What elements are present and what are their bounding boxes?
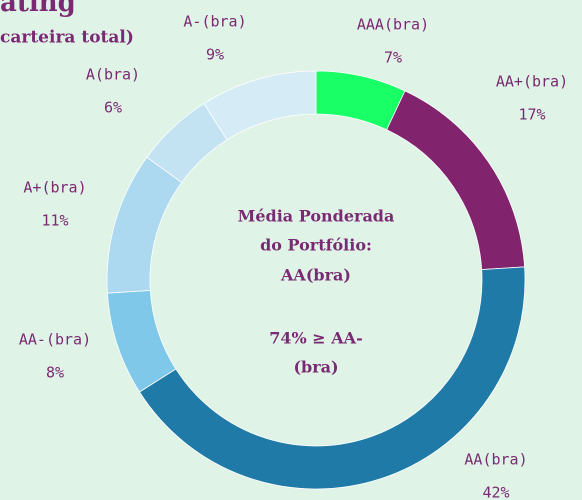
slice-label: AA+(bra) (496, 73, 568, 91)
slice-value: 9% (206, 46, 224, 64)
chart-title: ating (0, 0, 76, 18)
slice-value: 7% (384, 49, 402, 67)
slice-label: AAA(bra) (357, 16, 429, 34)
slice-value: 17% (518, 106, 545, 124)
center-text: (bra) (293, 358, 338, 377)
center-text: AA(bra) (280, 266, 351, 285)
slice-value: 11% (41, 212, 68, 230)
slice-value: 8% (46, 364, 64, 382)
donut-slice (138, 266, 526, 490)
center-text: Média Ponderada (238, 207, 395, 226)
slice-value: 42% (482, 484, 509, 500)
chart-subtitle: carteira total) (0, 28, 134, 48)
slice-value: 6% (104, 99, 122, 117)
slice-label: AA(bra) (464, 451, 527, 469)
slice-label: A-(bra) (183, 13, 246, 31)
center-text: do Portfólio: (260, 236, 372, 255)
center-text: 74% ≥ AA- (269, 329, 362, 348)
donut-slice (203, 70, 317, 141)
slice-label: A(bra) (86, 66, 140, 84)
slice-label: AA-(bra) (19, 331, 91, 349)
slice-label: A+(bra) (23, 179, 86, 197)
